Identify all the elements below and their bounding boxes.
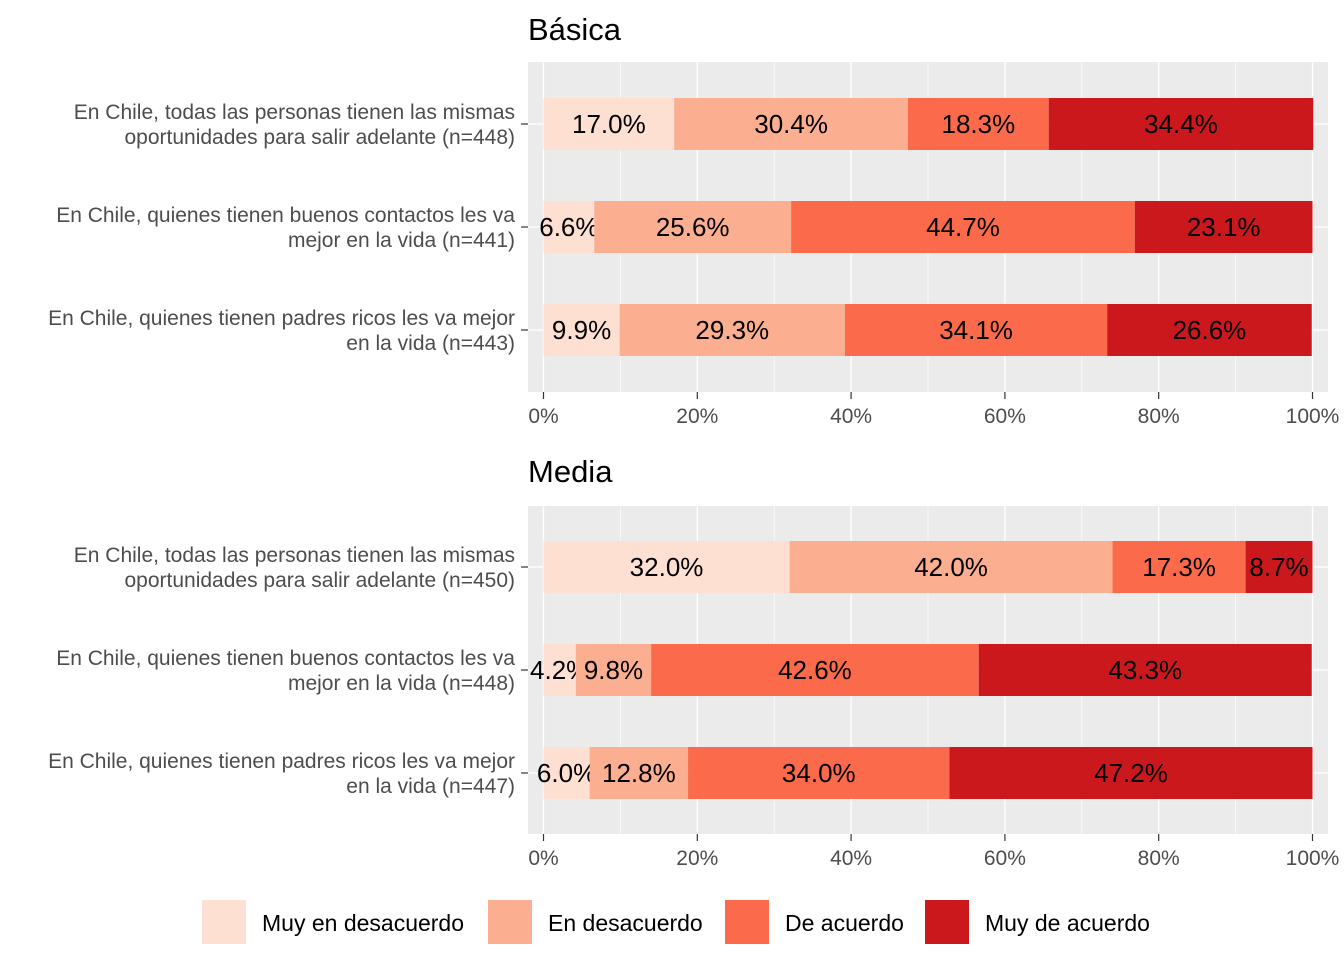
media-bar-segment: [651, 644, 979, 696]
media-data-label: 32.0%: [630, 552, 704, 582]
legend-swatch: [925, 900, 969, 944]
b-sica-data-label: 9.9%: [552, 315, 611, 345]
b-sica-panel-title: Básica: [528, 12, 622, 47]
b-sica-y-tick-label: En Chile, quienes tienen padres ricos le…: [48, 307, 515, 330]
b-sica-data-label: 30.4%: [754, 109, 828, 139]
media-y-tick-label: En Chile, quienes tienen padres ricos le…: [48, 750, 515, 773]
media-y-tick-label: mejor en la vida (n=448): [288, 672, 515, 695]
media-x-tick-label: 40%: [830, 847, 872, 870]
b-sica-x-tick-label: 0%: [528, 405, 558, 428]
legend-label: De acuerdo: [785, 910, 904, 936]
b-sica-bar-segment: [543, 98, 675, 150]
b-sica-x-tick-label: 100%: [1286, 405, 1340, 428]
legend-label: Muy de acuerdo: [985, 910, 1150, 936]
media-bar-segment: [543, 747, 590, 799]
b-sica-y-tick-label: oportunidades para salir adelante (n=448…: [124, 126, 515, 149]
legend-label: En desacuerdo: [548, 910, 703, 936]
media-data-label: 43.3%: [1108, 655, 1182, 685]
media-data-label: 8.7%: [1249, 552, 1308, 582]
media-bar-segment: [575, 644, 652, 696]
b-sica-y-tick-label: En Chile, todas las personas tienen las …: [74, 101, 515, 124]
b-sica-bar-segment: [791, 201, 1135, 253]
b-sica-data-label: 26.6%: [1173, 315, 1247, 345]
media-x-tick-label: 60%: [984, 847, 1026, 870]
legend-swatch: [488, 900, 532, 944]
media-bar-segment: [589, 747, 689, 799]
b-sica-data-label: 6.6%: [539, 212, 598, 242]
media-bar-segment: [789, 541, 1113, 593]
b-sica-bar-segment: [543, 304, 620, 356]
media-x-tick-label: 20%: [676, 847, 718, 870]
media-data-label: 9.8%: [584, 655, 643, 685]
legend-swatch: [725, 900, 769, 944]
media-y-tick-label: en la vida (n=447): [346, 775, 515, 798]
media-data-label: 42.0%: [914, 552, 988, 582]
b-sica-bar-segment: [619, 304, 845, 356]
media-x-tick-label: 0%: [528, 847, 558, 870]
b-sica-data-label: 23.1%: [1187, 212, 1261, 242]
media-data-label: 6.0%: [537, 758, 596, 788]
media-data-label: 12.8%: [602, 758, 676, 788]
media-panel-title: Media: [528, 454, 613, 489]
b-sica-bar-segment: [674, 98, 909, 150]
media-data-label: 42.6%: [778, 655, 852, 685]
b-sica-bar-segment: [543, 201, 595, 253]
b-sica-x-tick-label: 60%: [984, 405, 1026, 428]
media-y-tick-label: En Chile, todas las personas tienen las …: [74, 544, 515, 567]
media-bar-segment: [978, 644, 1312, 696]
b-sica-bar-segment: [1107, 304, 1312, 356]
b-sica-data-label: 18.3%: [942, 109, 1016, 139]
b-sica-bar-segment: [908, 98, 1049, 150]
media-data-label: 17.3%: [1142, 552, 1216, 582]
media-x-tick-label: 100%: [1286, 847, 1340, 870]
b-sica-y-tick-label: mejor en la vida (n=441): [288, 229, 515, 252]
b-sica-data-label: 25.6%: [656, 212, 730, 242]
media-bar-segment: [543, 541, 790, 593]
b-sica-data-label: 34.4%: [1144, 109, 1218, 139]
b-sica-data-label: 34.1%: [939, 315, 1013, 345]
b-sica-data-label: 44.7%: [926, 212, 1000, 242]
b-sica-data-label: 29.3%: [695, 315, 769, 345]
media-y-tick-label: En Chile, quienes tienen buenos contacto…: [56, 647, 515, 670]
media-data-label: 47.2%: [1094, 758, 1168, 788]
b-sica-x-tick-label: 20%: [676, 405, 718, 428]
media-data-label: 34.0%: [782, 758, 856, 788]
media-bar-segment: [1112, 541, 1246, 593]
legend-label: Muy en desacuerdo: [262, 910, 464, 936]
legend-swatch: [202, 900, 246, 944]
b-sica-y-tick-label: en la vida (n=443): [346, 332, 515, 355]
b-sica-y-tick-label: En Chile, quienes tienen buenos contacto…: [56, 204, 515, 227]
b-sica-x-tick-label: 40%: [830, 405, 872, 428]
b-sica-bar-segment: [1134, 201, 1313, 253]
media-x-tick-label: 80%: [1138, 847, 1180, 870]
b-sica-data-label: 17.0%: [572, 109, 646, 139]
media-bar-segment: [688, 747, 950, 799]
b-sica-x-tick-label: 80%: [1138, 405, 1180, 428]
media-bar-segment: [543, 644, 576, 696]
media-bar-segment: [949, 747, 1313, 799]
media-bar-segment: [1245, 541, 1313, 593]
b-sica-bar-segment: [1048, 98, 1314, 150]
b-sica-bar-segment: [844, 304, 1108, 356]
b-sica-bar-segment: [594, 201, 792, 253]
media-y-tick-label: oportunidades para salir adelante (n=450…: [124, 569, 515, 592]
